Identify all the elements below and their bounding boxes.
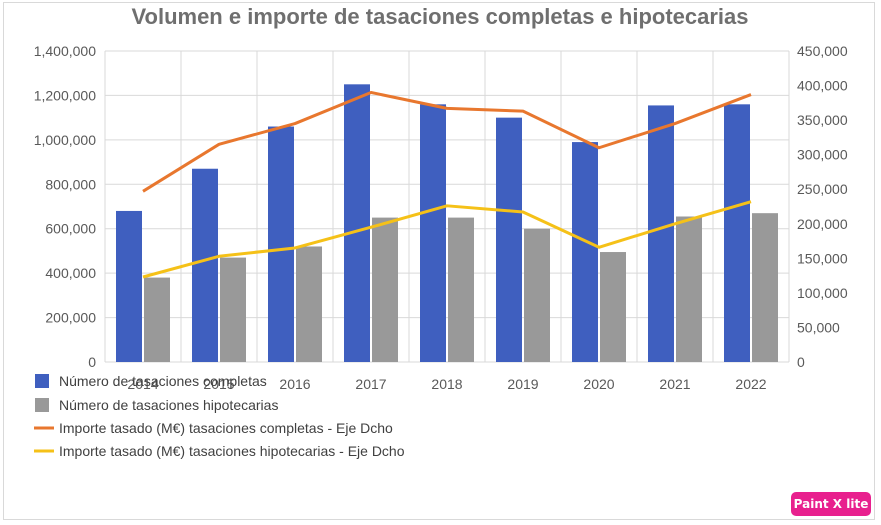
left-tick-label: 800,000 xyxy=(45,176,96,192)
line-importe-completas xyxy=(142,90,752,193)
bar-hipotecarias xyxy=(296,246,322,362)
right-tick-label: 100,000 xyxy=(797,285,848,301)
x-axis-ticks: 2014 2015 2016 2017 2018 2019 2020 2021 2022 xyxy=(127,376,766,392)
bar-completas xyxy=(116,210,142,362)
legend-label: Importe tasado (M€) tasaciones completas… xyxy=(59,420,393,436)
bar-hipotecarias xyxy=(524,228,550,362)
x-tick-label: 2015 xyxy=(203,376,234,392)
legend-label: Número de tasaciones hipotecarias xyxy=(59,397,278,413)
left-tick-label: 400,000 xyxy=(45,265,96,281)
legend-label: Importe tasado (M€) tasaciones hipotecar… xyxy=(59,443,405,459)
right-tick-label: 450,000 xyxy=(797,43,848,59)
bar-completas xyxy=(572,142,598,362)
x-tick-label: 2018 xyxy=(431,376,462,392)
bar-completas xyxy=(496,117,522,363)
bar-hipotecarias xyxy=(600,252,626,362)
right-tick-label: 400,000 xyxy=(797,78,848,94)
right-tick-label: 350,000 xyxy=(797,112,848,128)
x-tick-label: 2021 xyxy=(659,376,690,392)
line-importe-hipotecarias xyxy=(142,200,752,279)
left-tick-label: 0 xyxy=(88,354,96,370)
right-tick-label: 250,000 xyxy=(797,181,848,197)
x-tick-label: 2016 xyxy=(279,376,310,392)
paint-x-lite-watermark: Paint X lite xyxy=(791,492,871,516)
bar-hipotecarias xyxy=(676,216,702,362)
x-tick-label: 2022 xyxy=(735,376,766,392)
bar-completas xyxy=(724,104,750,363)
line-series xyxy=(142,90,752,279)
chart-title: Volumen e importe de tasaciones completa… xyxy=(131,4,748,29)
bar-hipotecarias xyxy=(752,213,778,362)
bar-hipotecarias xyxy=(372,217,398,362)
bar-completas xyxy=(192,168,218,362)
legend: Número de tasaciones completas Número de … xyxy=(34,373,405,459)
bar-hipotecarias xyxy=(220,257,246,362)
left-axis-ticks: 0 200,000 400,000 600,000 800,000 1,000,000 1,… xyxy=(34,43,97,370)
right-axis-ticks: 0 50,000 100,000 150,000 200,000 250,000 300,0… xyxy=(797,43,848,370)
bar-hipotecarias xyxy=(448,217,474,362)
left-tick-label: 200,000 xyxy=(45,310,96,326)
right-tick-label: 150,000 xyxy=(797,250,848,266)
x-tick-label: 2020 xyxy=(583,376,614,392)
right-tick-label: 300,000 xyxy=(797,147,848,163)
bar-hipotecarias xyxy=(144,277,170,362)
bar-completas xyxy=(648,105,674,363)
bar-series xyxy=(116,84,778,363)
right-tick-label: 200,000 xyxy=(797,216,848,232)
left-tick-label: 600,000 xyxy=(45,221,96,237)
left-tick-label: 1,400,000 xyxy=(34,43,96,59)
legend-label: Número de tasaciones completas xyxy=(59,373,267,389)
right-tick-label: 0 xyxy=(797,354,805,370)
bar-completas xyxy=(268,126,294,363)
bar-completas xyxy=(420,104,446,363)
legend-swatch xyxy=(35,398,49,412)
right-tick-label: 50,000 xyxy=(797,319,840,335)
x-tick-label: 2019 xyxy=(507,376,538,392)
x-tick-label: 2014 xyxy=(127,376,158,392)
bar-completas xyxy=(344,84,370,363)
gridlines xyxy=(104,50,790,363)
left-tick-label: 1,000,000 xyxy=(34,132,96,148)
x-tick-label: 2017 xyxy=(355,376,386,392)
left-tick-label: 1,200,000 xyxy=(34,87,96,103)
legend-swatch xyxy=(35,374,49,388)
